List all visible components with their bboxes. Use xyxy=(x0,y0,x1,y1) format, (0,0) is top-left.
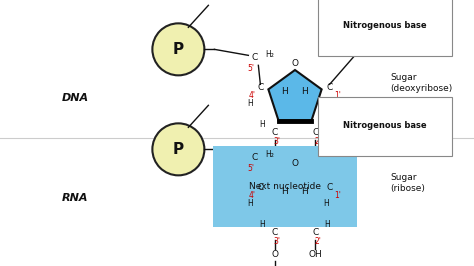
Text: O: O xyxy=(271,250,278,259)
Text: RNA: RNA xyxy=(62,193,88,203)
Text: 1': 1' xyxy=(334,91,341,100)
Text: Nitrogenous base: Nitrogenous base xyxy=(343,122,427,131)
Text: C: C xyxy=(272,128,278,137)
Text: H: H xyxy=(312,150,319,159)
Text: C: C xyxy=(327,83,333,92)
Text: 5': 5' xyxy=(247,164,254,173)
Text: OH: OH xyxy=(309,250,322,259)
Text: C: C xyxy=(251,153,257,162)
Text: Nitrogenous base: Nitrogenous base xyxy=(343,22,427,31)
Text: 5': 5' xyxy=(247,64,254,73)
Text: 4': 4' xyxy=(249,91,256,100)
Text: C: C xyxy=(257,83,264,92)
Text: Next nucleotide: Next nucleotide xyxy=(249,182,321,191)
Text: C: C xyxy=(251,53,257,62)
Text: Sugar
(ribose): Sugar (ribose) xyxy=(390,173,425,193)
Text: C: C xyxy=(312,228,319,237)
Text: H: H xyxy=(282,188,288,197)
Text: O: O xyxy=(292,160,299,168)
Text: C: C xyxy=(257,183,264,192)
Text: H: H xyxy=(301,88,309,97)
Text: 4': 4' xyxy=(249,191,256,200)
Text: P: P xyxy=(173,142,184,157)
Text: H: H xyxy=(323,199,328,208)
Text: 1': 1' xyxy=(334,191,341,200)
Text: 3': 3' xyxy=(273,237,280,246)
Text: 3': 3' xyxy=(273,137,280,146)
Text: O: O xyxy=(292,60,299,69)
Text: P: P xyxy=(173,42,184,57)
Text: H: H xyxy=(260,120,265,129)
Text: H: H xyxy=(323,99,328,108)
Text: H: H xyxy=(325,220,330,229)
Text: H: H xyxy=(247,99,253,108)
Text: H₂: H₂ xyxy=(265,50,274,59)
Text: H: H xyxy=(325,120,330,129)
Text: H: H xyxy=(282,88,288,97)
Text: O: O xyxy=(271,150,278,159)
Text: H: H xyxy=(247,199,253,208)
Text: 2': 2' xyxy=(314,137,321,146)
Circle shape xyxy=(152,23,204,75)
Text: 2': 2' xyxy=(314,237,321,246)
Text: C: C xyxy=(312,128,319,137)
Polygon shape xyxy=(268,70,322,121)
Text: DNA: DNA xyxy=(62,93,89,103)
Text: C: C xyxy=(272,228,278,237)
Text: Sugar
(deoxyribose): Sugar (deoxyribose) xyxy=(390,73,452,93)
Circle shape xyxy=(152,123,204,175)
Text: C: C xyxy=(327,183,333,192)
Text: H: H xyxy=(260,220,265,229)
Text: H: H xyxy=(301,188,309,197)
Text: H₂: H₂ xyxy=(265,150,274,159)
Polygon shape xyxy=(268,170,322,221)
